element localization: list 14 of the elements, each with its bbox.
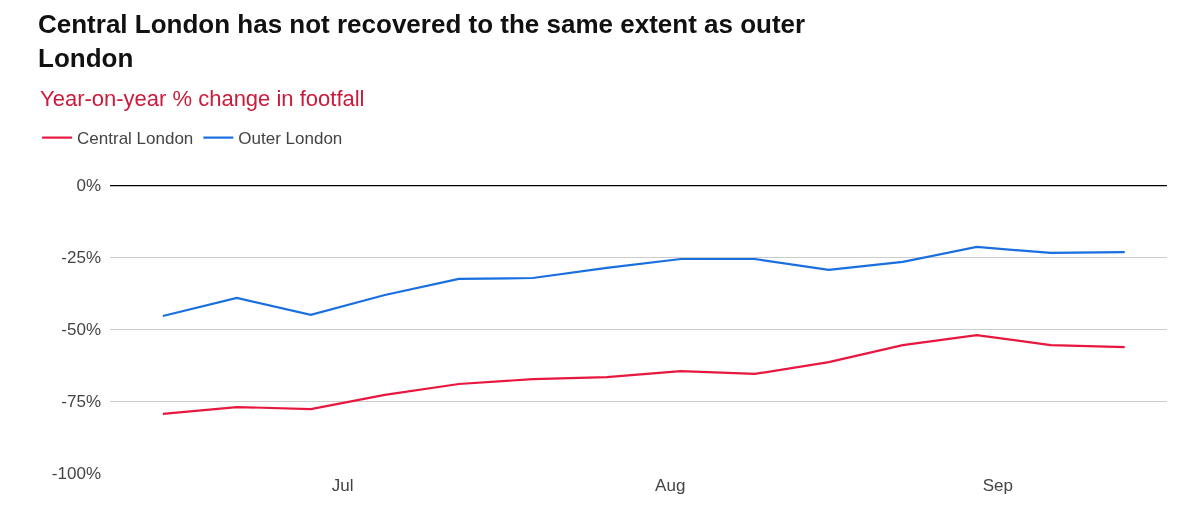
x-tick-label: Sep bbox=[982, 476, 1014, 495]
chart-subtitle: Year-on-year % change in footfall bbox=[40, 86, 365, 111]
legend-label: Outer London bbox=[238, 129, 343, 149]
y-tick-label: -25% bbox=[61, 247, 101, 267]
y-tick-label: 0% bbox=[76, 175, 101, 195]
y-tick-label: -75% bbox=[61, 391, 101, 411]
x-tick-label: Aug bbox=[655, 476, 686, 495]
line-series bbox=[161, 245, 1126, 318]
chart-title: Central London has not recovered to the same extent as outer London bbox=[38, 9, 806, 73]
y-tick-label: -50% bbox=[61, 319, 101, 339]
x-tick-label: Jul bbox=[331, 476, 354, 495]
legend-label: Central London bbox=[77, 129, 194, 149]
y-tick-label: -100% bbox=[51, 463, 101, 483]
line-series bbox=[161, 333, 1126, 416]
